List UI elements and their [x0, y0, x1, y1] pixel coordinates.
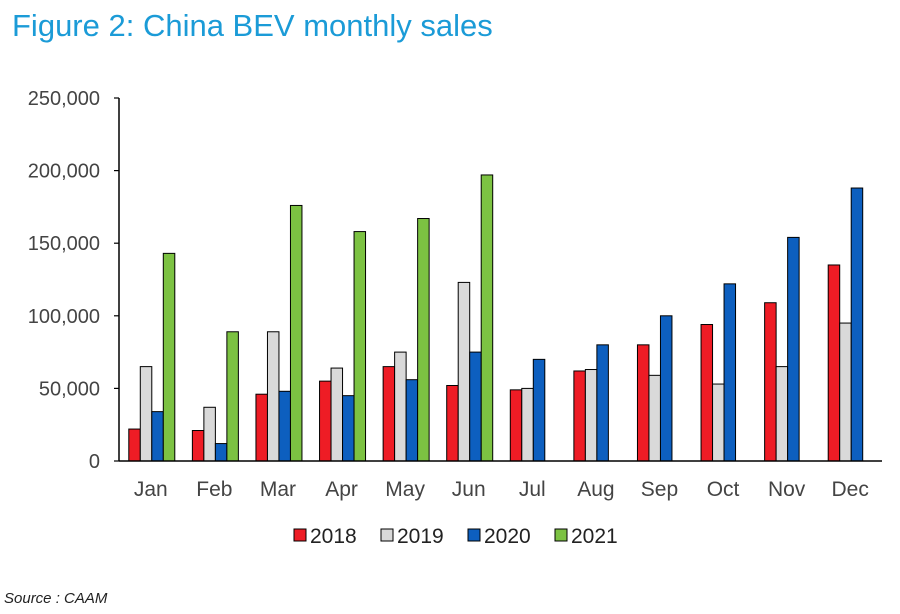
bar-2019-aug [584, 369, 598, 462]
y-tick-label: 150,000 [28, 233, 100, 255]
bar-2021-may [417, 218, 430, 462]
bar-2018-jul [509, 389, 523, 462]
x-axis-ticks: Jan Feb Mar Apr May Jun Jul Aug Sep Oct Nov Dec [134, 478, 869, 501]
x-tick-label: Oct [707, 478, 740, 501]
x-tick-label: Feb [196, 478, 232, 501]
bar-2021-apr [353, 231, 367, 462]
legend-swatch-2021 [554, 528, 568, 542]
bar-2018-jun [446, 384, 459, 462]
x-tick-label: Dec [832, 478, 869, 501]
legend-swatch-2018 [293, 528, 307, 542]
x-tick-label: Aug [577, 478, 614, 501]
bar-2019-may [394, 351, 407, 462]
chart-title: Figure 2: China BEV monthly sales [12, 8, 493, 43]
y-tick-label: 0 [89, 451, 100, 473]
bar-2019-dec [839, 322, 852, 462]
x-tick-label: Jan [134, 478, 168, 501]
bar-2019-jun [457, 281, 471, 462]
bar-2018-aug [573, 370, 586, 462]
legend-label-2019: 2019 [397, 525, 444, 548]
bar-2018-mar [255, 393, 268, 462]
bar-2019-jan [139, 366, 153, 462]
x-tick-label: Nov [768, 478, 806, 501]
bar-2020-jul [532, 358, 546, 462]
bar-2020-dec [850, 187, 864, 462]
bar-2020-oct [723, 283, 737, 462]
y-tick-label: 50,000 [39, 378, 100, 400]
x-tick-label: Mar [260, 478, 296, 501]
bar-2018-may [382, 366, 396, 462]
legend: 2018 2019 2020 2021 [293, 525, 618, 548]
bar-2018-sep [636, 344, 650, 462]
bar-2019-jul [521, 387, 534, 462]
x-tick-label: Sep [641, 478, 678, 501]
legend-label-2021: 2021 [571, 525, 618, 548]
bars [128, 174, 864, 462]
bar-2019-apr [330, 367, 344, 462]
bar-2019-mar [266, 331, 280, 462]
bar-2020-sep [659, 315, 673, 462]
legend-swatch-2020 [467, 528, 481, 542]
bar-2018-dec [827, 264, 841, 462]
bar-2019-sep [648, 374, 661, 462]
bar-2020-jan [151, 411, 164, 462]
bar-2021-jun [480, 174, 494, 462]
bar-2018-nov [764, 302, 777, 462]
bar-2018-apr [319, 380, 332, 462]
x-tick-label: Jun [452, 478, 486, 501]
bar-2019-feb [203, 406, 216, 462]
x-tick-label: Apr [325, 478, 358, 501]
y-axis-ticks: 0 50,000 100,000 150,000 200,000 250,000 [28, 88, 119, 473]
x-tick-label: Jul [519, 478, 546, 501]
bar-2020-feb [214, 443, 228, 462]
bar-2020-apr [342, 395, 355, 462]
bar-2020-may [405, 379, 419, 462]
bar-2018-feb [191, 430, 205, 462]
bar-2018-jan [128, 428, 141, 462]
bar-2021-mar [289, 204, 303, 462]
bar-2019-oct [712, 383, 725, 462]
bar-2021-jan [162, 252, 176, 462]
y-tick-label: 250,000 [28, 88, 100, 110]
bar-2020-mar [278, 390, 291, 462]
bar-2020-nov [787, 236, 800, 462]
y-tick-label: 200,000 [28, 161, 100, 183]
y-tick-label: 100,000 [28, 306, 100, 328]
bar-2020-jun [469, 351, 482, 462]
legend-label-2018: 2018 [310, 525, 357, 548]
bar-2020-aug [596, 344, 609, 462]
bar-2019-nov [775, 366, 789, 462]
legend-label-2020: 2020 [484, 525, 531, 548]
bar-2021-feb [226, 331, 239, 462]
source-note: Source : CAAM [4, 590, 108, 607]
legend-swatch-2019 [380, 528, 394, 542]
bar-2018-oct [700, 324, 714, 462]
x-tick-label: May [385, 478, 425, 501]
